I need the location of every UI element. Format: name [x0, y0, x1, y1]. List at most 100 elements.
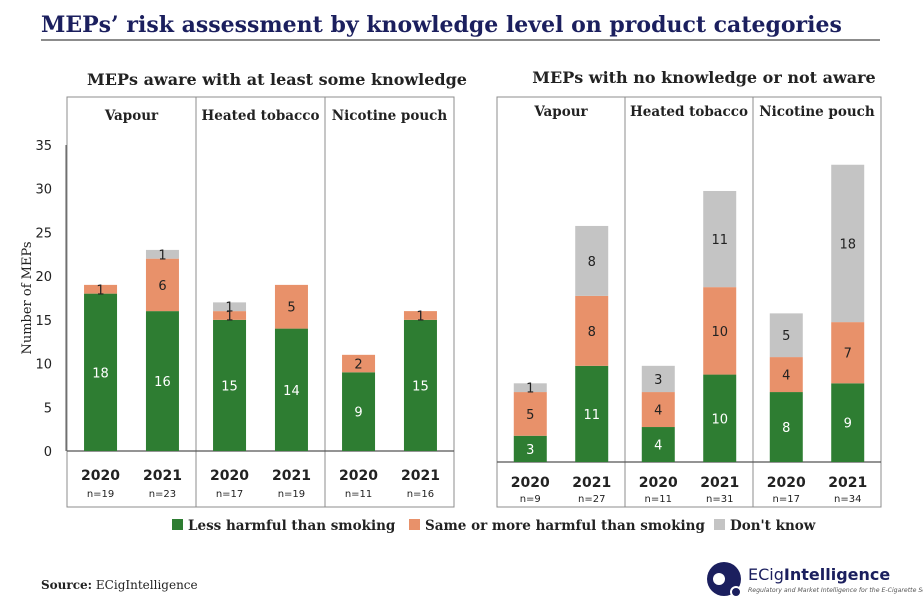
data-label: 1 [416, 309, 424, 324]
data-label: 3 [654, 373, 662, 388]
bar-segment-same [213, 311, 247, 320]
legend-label: Same or more harmful than smoking [425, 518, 705, 534]
source-note: Source: ECigIntelligence [41, 578, 198, 592]
data-label: 10 [711, 325, 728, 340]
bar-segment-less [342, 372, 376, 451]
bar-segment-dontknow [213, 302, 247, 312]
bar-segment-same [342, 354, 376, 373]
data-label: 10 [711, 412, 728, 427]
data-label: 4 [654, 439, 662, 454]
x-tick-label: 2020 [81, 468, 120, 484]
y-tick-label: 0 [44, 445, 52, 460]
bar-segment-less [831, 383, 865, 462]
y-tick-label: 15 [35, 314, 52, 329]
data-label: 11 [583, 408, 600, 423]
x-tick-label: 2021 [272, 468, 311, 484]
panel-no-knowledge: MEPs with no knowledge or not aware Vapo… [496, 68, 882, 508]
legend: Less harmful than smoking Same or more ha… [172, 518, 816, 534]
brand-name-part2: Intelligence [784, 565, 890, 584]
group-label: Nicotine pouch [332, 108, 448, 124]
data-label: 8 [588, 325, 596, 340]
bar-segment-same [84, 284, 118, 294]
sample-size-label: n=23 [149, 489, 176, 500]
data-label: 14 [283, 384, 300, 399]
bar-segment-same [641, 392, 675, 428]
data-label: 7 [844, 347, 852, 362]
group-label: Vapour [104, 108, 159, 124]
bar-segment-same [769, 357, 803, 393]
data-label: 18 [839, 237, 856, 252]
data-label: 8 [782, 421, 790, 436]
sample-size-label: n=11 [645, 494, 672, 505]
x-tick-label: 2021 [401, 468, 440, 484]
chart-title: MEPs’ risk assessment by knowledge level… [41, 12, 842, 38]
sample-size-label: n=16 [407, 489, 434, 500]
x-tick-label: 2020 [339, 468, 378, 484]
y-axis-title: Number of MEPs [20, 241, 35, 354]
bar-segment-dontknow [831, 164, 865, 323]
bar-segment-same [274, 284, 308, 329]
bar-segment-same [703, 287, 737, 375]
bar-segment-dontknow [575, 225, 609, 296]
bar-segment-same [513, 392, 547, 436]
group-label: Heated tobacco [630, 104, 748, 120]
data-label: 5 [287, 301, 295, 316]
legend-swatch-dontknow [714, 519, 725, 530]
data-label: 1 [225, 309, 233, 324]
legend-swatch-same [409, 519, 420, 530]
bar-segment-less [274, 328, 308, 451]
data-label: 9 [354, 406, 362, 421]
sample-size-label: n=19 [278, 489, 305, 500]
data-label: 3 [526, 443, 534, 458]
panel-title: MEPs aware with at least some knowledge [87, 70, 467, 89]
data-label: 4 [654, 404, 662, 419]
group-label: Heated tobacco [202, 108, 320, 124]
panel-knowledgeable: MEPs aware with at least some knowledge … [20, 70, 467, 508]
data-label: 8 [588, 255, 596, 270]
y-tick-label: 20 [35, 270, 52, 285]
footer: Source: ECigIntelligence ECigIntelligenc… [41, 562, 923, 598]
sample-size-label: n=17 [773, 494, 800, 505]
sample-size-label: n=19 [87, 489, 114, 500]
sample-size-label: n=31 [706, 494, 733, 505]
brand-logo-mark-dot [730, 586, 742, 598]
data-label: 2 [354, 358, 362, 373]
bar-segment-less [213, 319, 247, 451]
bar-segment-less [403, 319, 437, 451]
data-label: 11 [711, 233, 728, 248]
data-label: 5 [526, 408, 534, 423]
bar-segment-same [403, 311, 437, 320]
bar-segment-dontknow [769, 313, 803, 358]
x-tick-label: 2021 [828, 475, 867, 491]
data-label: 1 [96, 283, 104, 298]
data-label: 4 [782, 369, 790, 384]
source-value: ECigIntelligence [96, 578, 198, 592]
sample-size-label: n=27 [578, 494, 605, 505]
group-label: Vapour [533, 104, 588, 120]
x-tick-label: 2020 [511, 475, 550, 491]
bar-segment-less [513, 435, 547, 462]
legend-label: Less harmful than smoking [188, 518, 396, 534]
y-tick-label: 5 [44, 401, 52, 416]
brand-name: ECigIntelligence [748, 565, 890, 584]
sample-size-label: n=9 [520, 494, 541, 505]
panel-title: MEPs with no knowledge or not aware [532, 68, 875, 87]
sample-size-label: n=17 [216, 489, 243, 500]
panel-frame [496, 96, 882, 508]
brand-tagline: Regulatory and Market Intelligence for t… [748, 586, 923, 594]
x-tick-label: 2021 [143, 468, 182, 484]
data-label: 1 [225, 301, 233, 316]
x-tick-label: 2020 [639, 475, 678, 491]
x-tick-label: 2020 [767, 475, 806, 491]
bar-segment-same [575, 295, 609, 366]
x-tick-label: 2021 [572, 475, 611, 491]
bar-segment-less [641, 427, 675, 462]
x-tick-label: 2020 [210, 468, 249, 484]
data-label: 15 [221, 379, 238, 394]
bar-segment-dontknow [641, 365, 675, 393]
data-label: 18 [92, 366, 109, 381]
bar-segment-dontknow [145, 249, 179, 259]
source-label: Source: [41, 578, 92, 592]
bar-segment-dontknow [703, 190, 737, 288]
